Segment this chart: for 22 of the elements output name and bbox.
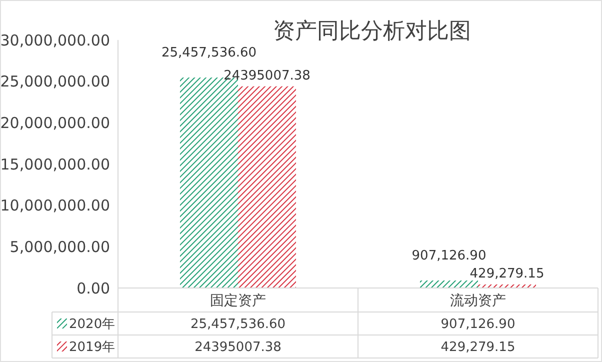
y-tick-label: 20,000,000.00 <box>0 114 110 132</box>
y-tick-label: 25,000,000.00 <box>0 72 110 91</box>
bar <box>238 86 296 288</box>
y-tick-label: 5,000,000.00 <box>10 238 110 256</box>
text: 24395007.38 <box>224 68 310 84</box>
legend-label: 2019年 <box>69 340 116 356</box>
y-tick-label: 10,000,000.00 <box>0 196 110 215</box>
text: 25,457,536.60 <box>161 46 257 61</box>
legend-label: 2020年 <box>69 317 116 332</box>
text: 907,126.90 <box>412 248 486 264</box>
text: 429,279.15 <box>470 266 544 282</box>
data-label: 24395007.38 <box>194 340 282 356</box>
data-label: 429,279.15 <box>440 340 516 356</box>
y-tick-label: 0.00 <box>76 279 110 298</box>
data-label: 907,126.90 <box>440 317 516 332</box>
x-tick-label: 流动资产 <box>450 292 506 309</box>
y-tick-label: 30,000,000.00 <box>0 31 110 50</box>
y-tick-label: 15,000,000.00 <box>0 155 110 174</box>
chart-title: 资产同比分析对比图 <box>273 19 471 44</box>
x-tick-label: 固定资产 <box>210 292 266 309</box>
data-label: 25,457,536.60 <box>190 317 286 332</box>
bar <box>420 280 478 288</box>
